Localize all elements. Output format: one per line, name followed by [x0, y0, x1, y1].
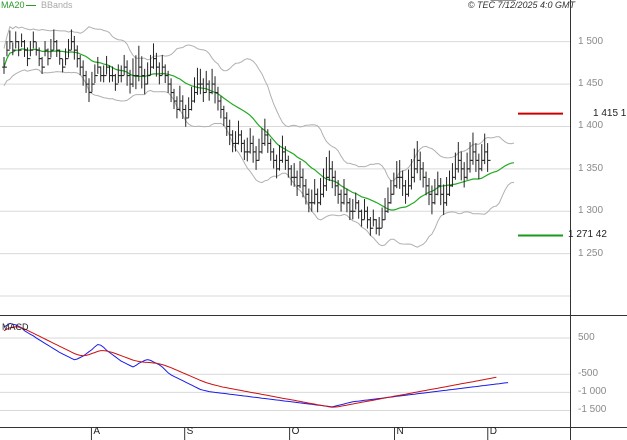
timestamp-label: © TEC 7/12/2025 4:0 GMT — [467, 0, 575, 10]
ma20-legend-swatch — [26, 5, 36, 6]
macd-y-tick-label: 500 — [578, 331, 595, 343]
price-y-tick-label: 1 350 — [578, 162, 604, 174]
bband-upper-line — [3, 25, 515, 182]
macd-panel-label: MACD — [2, 322, 29, 332]
price-y-tick-label: 1 300 — [578, 205, 604, 217]
price-y-tick-label: 1 400 — [578, 120, 604, 132]
x-tick-label: A — [93, 426, 101, 437]
x-tick-label: O — [291, 426, 300, 437]
bbands-legend-label: BBands — [41, 0, 73, 10]
ma20-legend-label: MA20 — [1, 0, 25, 10]
macd-y-tick-label: -1 000 — [578, 386, 607, 398]
x-tick-label: D — [489, 426, 497, 437]
macd-y-tick-label: -500 — [578, 368, 599, 380]
x-tick-label: N — [396, 426, 404, 437]
price-y-tick-label: 1 500 — [578, 35, 604, 47]
macd-line — [3, 322, 509, 408]
macd-signal-line — [3, 326, 497, 408]
macd-y-tick-label: -1 500 — [578, 404, 607, 416]
ohlc-bar — [488, 0, 493, 161]
resistance-label: 1 415 1 — [593, 107, 627, 119]
price-y-tick-label: 1 250 — [578, 247, 604, 259]
price-y-tick-label: 1 450 — [578, 78, 604, 90]
support-label: 1 271 42 — [568, 229, 607, 241]
x-tick-label: S — [186, 426, 194, 437]
